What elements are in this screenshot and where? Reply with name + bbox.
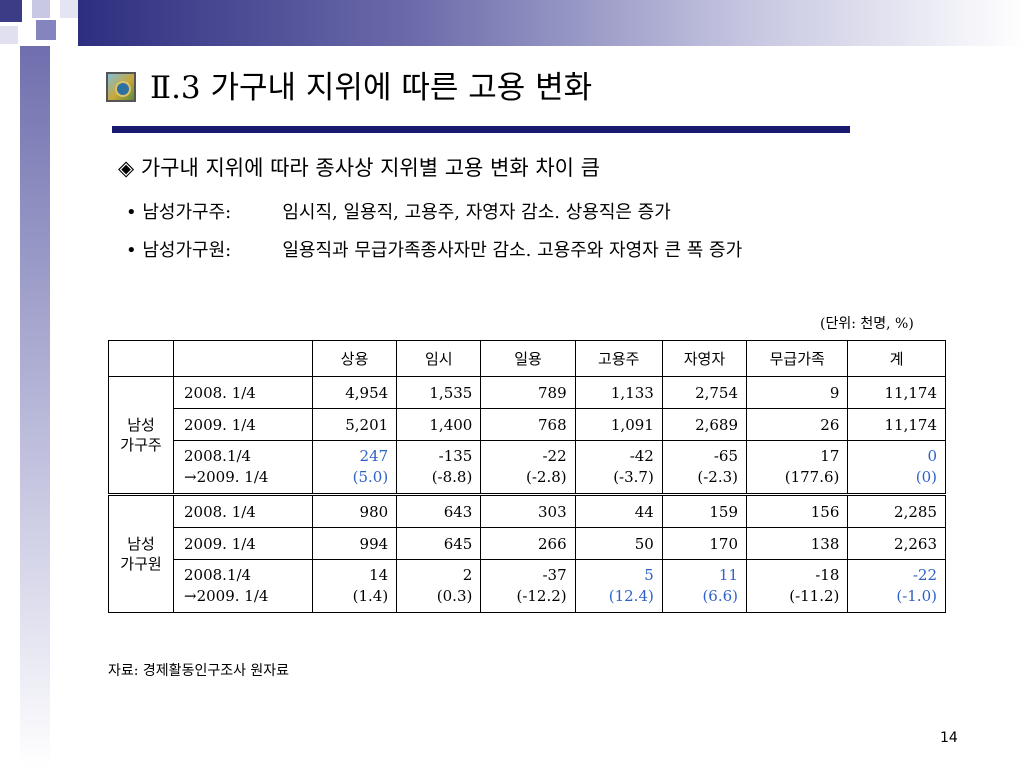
column-header: 무급가족 xyxy=(746,340,849,377)
value-cell: 2,263 xyxy=(847,527,946,560)
value-cell: 159 xyxy=(661,493,748,528)
value-cell: 303 xyxy=(480,493,576,528)
dot-bullet-icon: • xyxy=(126,240,137,261)
sub-bullet-label: 남성가구주: xyxy=(142,202,232,223)
sub-bullet: • 남성가구주: 임시직, 일용직, 고용주, 자영자 감소. 상용직은 증가 xyxy=(126,198,671,224)
diamond-bullet-icon: ◈ xyxy=(118,156,135,180)
page-number: 14 xyxy=(940,730,958,746)
table-header-row: 상용 임시 일용 고용주 자영자 무급가족 계 xyxy=(108,340,946,377)
value-cell: 4,954 xyxy=(311,376,398,409)
period-cell: 2008. 1/4 xyxy=(173,493,313,528)
table-row: 남성 가구원 2008. 1/4 980 643 303 44 159 156 2… xyxy=(108,493,946,613)
value-cell: 1,535 xyxy=(396,376,482,409)
decor-square xyxy=(36,20,56,40)
change-cell: 11 (6.6) xyxy=(661,559,748,613)
sub-bullet-text: 임시직, 일용직, 고용주, 자영자 감소. 상용직은 증가 xyxy=(282,202,671,223)
value-cell: 44 xyxy=(574,493,663,528)
period-cell: 2009. 1/4 xyxy=(173,408,313,441)
value-cell: 2,689 xyxy=(661,408,748,441)
value-cell: 2,754 xyxy=(661,376,748,409)
column-header: 임시 xyxy=(396,340,482,377)
value-cell: 768 xyxy=(480,408,576,441)
value-cell: 5,201 xyxy=(311,408,398,441)
value-cell: 1,400 xyxy=(396,408,482,441)
employment-table: 상용 임시 일용 고용주 자영자 무급가족 계 남성 가구주 2008. 1/4 … xyxy=(108,340,946,613)
decor-square xyxy=(0,26,18,44)
value-cell: 138 xyxy=(746,527,849,560)
value-cell: 50 xyxy=(574,527,663,560)
period-cell: 2008. 1/4 xyxy=(173,376,313,409)
value-cell: 643 xyxy=(396,493,482,528)
change-cell: -37 (-12.2) xyxy=(480,559,576,613)
table-row: 남성 가구주 2008. 1/4 4,954 1,535 789 1,133 2,… xyxy=(108,376,946,495)
change-row: 2008.1/4 →2009. 1/4 247 (5.0) -135 (-8.8) -… xyxy=(109,440,946,495)
value-cell: 9 xyxy=(746,376,849,409)
change-cell: 247 (5.0) xyxy=(311,440,398,495)
change-cell: 2 (0.3) xyxy=(396,559,482,613)
value-cell: 2,285 xyxy=(847,493,946,528)
column-header: 상용 xyxy=(311,340,398,377)
value-cell: 645 xyxy=(396,527,482,560)
group-label: 남성 가구주 xyxy=(108,376,174,495)
main-bullet-text: 가구내 지위에 따라 종사상 지위별 고용 변화 차이 큼 xyxy=(140,156,600,180)
column-header: 일용 xyxy=(480,340,576,377)
period-cell: 2009. 1/4 xyxy=(173,527,313,560)
decor-square xyxy=(60,0,78,18)
change-cell: 14 (1.4) xyxy=(311,559,398,613)
column-header: 고용주 xyxy=(574,340,663,377)
decor-square xyxy=(0,0,22,22)
dot-bullet-icon: • xyxy=(126,202,137,223)
change-row: 2008.1/4 →2009. 1/4 14 (1.4) 2 (0.3) -37 (-1… xyxy=(109,559,946,613)
value-cell: 266 xyxy=(480,527,576,560)
header-empty-cell xyxy=(108,340,174,377)
change-cell: -65 (-2.3) xyxy=(661,440,748,495)
slide-title: Ⅱ.3 가구내 지위에 따른 고용 변화 xyxy=(150,70,593,106)
change-cell: -135 (-8.8) xyxy=(396,440,482,495)
title-logo-icon xyxy=(106,72,136,102)
sub-bullet-label: 남성가구원: xyxy=(142,240,232,261)
change-cell: -18 (-11.2) xyxy=(746,559,849,613)
header-empty-cell xyxy=(173,340,313,377)
value-cell: 156 xyxy=(746,493,849,528)
period-cell: 2008.1/4 →2009. 1/4 xyxy=(173,559,313,613)
change-cell: 0 (0) xyxy=(847,440,946,495)
decor-square xyxy=(32,0,50,18)
table-row: 2009. 1/4 5,201 1,400 768 1,091 2,689 26… xyxy=(109,408,946,441)
column-header: 계 xyxy=(847,340,946,377)
left-gradient-bar xyxy=(20,46,50,768)
group-label: 남성 가구원 xyxy=(108,493,174,613)
change-cell: -22 (-2.8) xyxy=(480,440,576,495)
value-cell: 170 xyxy=(661,527,748,560)
change-cell: -22 (-1.0) xyxy=(847,559,946,613)
value-cell: 11,174 xyxy=(847,376,946,409)
period-cell: 2008.1/4 →2009. 1/4 xyxy=(173,440,313,495)
value-cell: 1,133 xyxy=(574,376,663,409)
change-cell: 5 (12.4) xyxy=(574,559,663,613)
sub-bullet-text: 일용직과 무급가족종사자만 감소. 고용주와 자영자 큰 폭 증가 xyxy=(282,240,743,261)
title-underline xyxy=(112,126,850,133)
value-cell: 994 xyxy=(311,527,398,560)
value-cell: 980 xyxy=(311,493,398,528)
value-cell: 1,091 xyxy=(574,408,663,441)
table-row: 2009. 1/4 994 645 266 50 170 138 2,263 xyxy=(109,527,946,560)
column-header: 자영자 xyxy=(661,340,748,377)
value-cell: 26 xyxy=(746,408,849,441)
change-cell: -42 (-3.7) xyxy=(574,440,663,495)
source-note: 자료: 경제활동인구조사 원자료 xyxy=(108,663,290,679)
sub-bullet: • 남성가구원: 일용직과 무급가족종사자만 감소. 고용주와 자영자 큰 폭 증… xyxy=(126,236,742,262)
main-bullet: ◈ 가구내 지위에 따라 종사상 지위별 고용 변화 차이 큼 xyxy=(118,152,600,182)
top-gradient-bar xyxy=(78,0,1024,46)
unit-note: (단위: 천명, %) xyxy=(820,316,914,332)
value-cell: 789 xyxy=(480,376,576,409)
change-cell: 17 (177.6) xyxy=(746,440,849,495)
value-cell: 11,174 xyxy=(847,408,946,441)
